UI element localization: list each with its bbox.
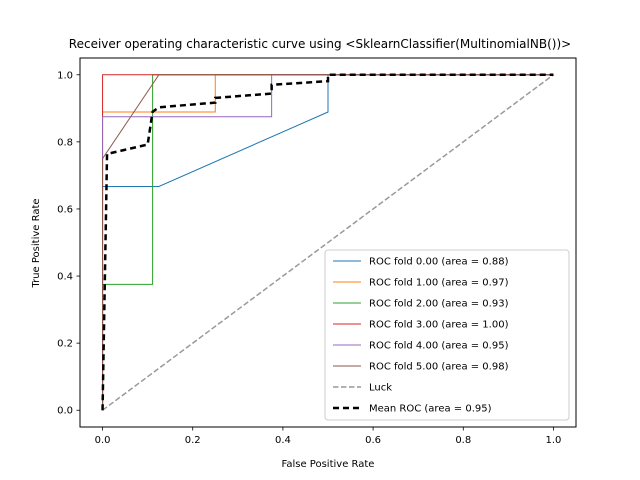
legend-label: ROC fold 2.00 (area = 0.93) [369, 299, 509, 310]
y-tick-label: 0.2 [57, 339, 73, 350]
y-tick-label: 0.6 [57, 204, 73, 215]
plot-frame [79, 57, 577, 428]
chart-title: Receiver operating characteristic curve … [69, 37, 571, 51]
series-line-6 [102, 74, 554, 411]
legend-label: Luck [369, 383, 392, 394]
x-tick-label: 1.0 [546, 435, 562, 446]
series-line-5 [102, 74, 554, 411]
y-tick-label: 0.8 [57, 137, 73, 148]
legend-label: ROC fold 0.00 (area = 0.88) [369, 257, 509, 268]
series-layer [101, 73, 554, 411]
legend-label: ROC fold 5.00 (area = 0.98) [369, 362, 509, 373]
x-tick-label: 0.8 [455, 435, 471, 446]
legend-label: ROC fold 4.00 (area = 0.95) [369, 341, 509, 352]
legend-label: ROC fold 1.00 (area = 0.97) [369, 278, 509, 289]
legend-box [324, 249, 570, 421]
legend-label: Mean ROC (area = 0.95) [369, 404, 492, 415]
x-axis-label: False Positive Rate [282, 459, 375, 470]
x-tick-label: 0.6 [365, 435, 381, 446]
x-tick-label: 0.0 [95, 435, 111, 446]
y-tick-label: 0.0 [57, 406, 73, 417]
x-tick-label: 0.2 [185, 435, 201, 446]
legend: ROC fold 0.00 (area = 0.88) ROC fold 1.00… [324, 249, 570, 421]
y-tick-label: 0.4 [57, 272, 73, 283]
legend-label: ROC fold 3.00 (area = 1.00) [369, 320, 509, 331]
y-axis-label: True Positive Rate [31, 198, 42, 288]
x-tick-label: 0.4 [275, 435, 291, 446]
y-tick-label: 1.0 [57, 70, 73, 81]
x-axis: 0.0 0.2 0.4 0.6 0.8 1.0 [95, 427, 562, 446]
series-line-7 [101, 73, 554, 411]
y-axis: 0.0 0.2 0.4 0.6 0.8 1.0 [57, 70, 80, 417]
